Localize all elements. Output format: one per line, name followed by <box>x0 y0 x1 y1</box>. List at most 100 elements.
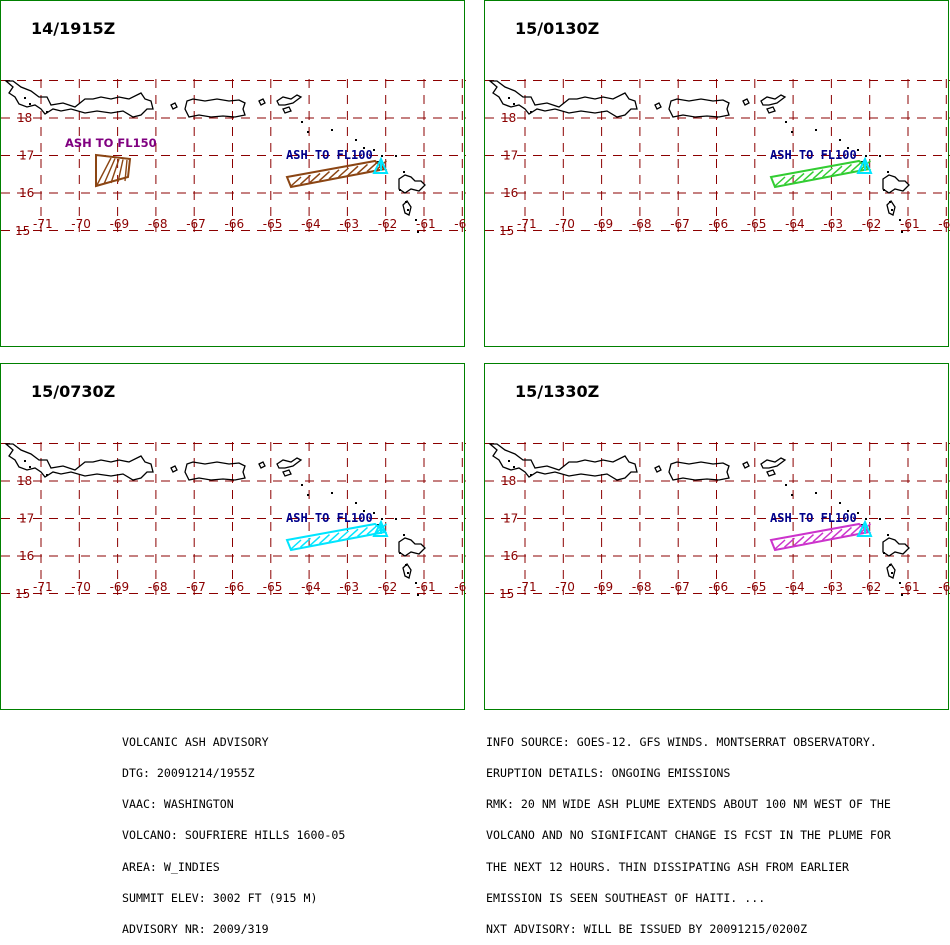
longitude-label: -70 <box>71 217 91 231</box>
ash-plume-hatch <box>783 174 796 185</box>
ash-plume-hatch <box>812 532 824 543</box>
coastline <box>184 98 246 118</box>
advisory-line: AREA: W_INDIES <box>122 859 220 874</box>
ash-plume-hatch <box>793 535 805 546</box>
ash-plume-hatch <box>347 528 359 539</box>
advisory-line: VAAC: WASHINGTON <box>122 797 234 812</box>
map-panel-2: -71 -70 -69 -68 -67 -66 -65 -64 -63 -62 -61 -60 18 17… <box>484 0 950 347</box>
ash-plume-hatch <box>328 532 340 543</box>
ash-level-label: ASH TO FL100 <box>286 148 373 162</box>
island-dot <box>46 111 48 113</box>
longitude-label: -65 <box>747 580 767 594</box>
ash-plume-hatch <box>337 167 350 178</box>
longitude-label: -64 <box>785 217 805 231</box>
coastline <box>4 443 154 481</box>
ash-level-label: ASH TO FL100 <box>770 511 857 525</box>
advisory-line: DTG: 20091214/1955Z <box>122 766 255 781</box>
coastline <box>766 469 776 477</box>
coastline <box>742 461 750 469</box>
ash-plume-hatch <box>290 539 302 550</box>
coastline <box>184 461 246 481</box>
map-canvas: -71 -70 -69 -68 -67 -66 -65 -64 -63 -62 -61 -60 18 17… <box>485 79 950 238</box>
advisory-line: VOLCANIC ASH ADVISORY <box>122 734 269 749</box>
island-dot <box>373 149 375 151</box>
island-dot <box>301 121 303 123</box>
latitude-label: 15 <box>15 587 30 601</box>
island-dot <box>381 518 383 520</box>
island-dot <box>887 534 889 536</box>
island-dot <box>405 564 407 566</box>
longitude-label: -65 <box>263 217 283 231</box>
coastline <box>488 443 638 481</box>
longitude-label: -62 <box>862 217 882 231</box>
longitude-label: -70 <box>555 217 575 231</box>
longitude-label: -66 <box>709 580 729 594</box>
coastline <box>398 174 426 194</box>
panel-time-label: 15/0730Z <box>31 382 116 401</box>
ash-area-hatch <box>117 159 124 183</box>
ash-plume-hatch <box>802 171 815 182</box>
longitude-label: -64 <box>301 217 321 231</box>
island-dot <box>403 171 405 173</box>
coastline <box>760 94 787 106</box>
ash-plume-hatch <box>356 526 369 537</box>
island-dot <box>883 552 885 554</box>
longitude-label: -63 <box>823 580 843 594</box>
longitude-label: -69 <box>594 217 614 231</box>
ash-plume-hatch <box>328 169 340 180</box>
map-panel-4: -71 -70 -69 -68 -67 -66 -65 -64 -63 -62 -61 -60 18 17… <box>484 363 950 710</box>
coastline <box>402 199 412 216</box>
island-dot <box>399 552 401 554</box>
island-dot <box>847 510 849 512</box>
island-dot <box>785 484 787 486</box>
island-dot <box>415 219 417 221</box>
latitude-label: 18 <box>17 111 32 125</box>
coastline <box>170 102 178 110</box>
panel-time-label: 15/0130Z <box>515 19 600 38</box>
coastline <box>668 461 730 481</box>
island-dot <box>865 155 867 157</box>
longitude-label: -63 <box>339 217 359 231</box>
ash-plume-hatch <box>793 172 805 183</box>
ash-area-hatch <box>103 158 116 185</box>
longitude-label: -69 <box>110 217 130 231</box>
island-dot <box>791 131 793 133</box>
ash-plume-hatch <box>850 162 862 173</box>
island-dot <box>891 209 893 211</box>
longitude-label: -65 <box>747 217 767 231</box>
longitude-label: -61 <box>416 580 436 594</box>
island-dot <box>24 460 26 462</box>
ash-plume-hatch <box>840 526 853 537</box>
map-canvas: -71 -70 -69 -68 -67 -66 -65 -64 -63 -62 -61 -60 18 17… <box>1 442 466 601</box>
coastline <box>402 562 412 579</box>
island-dot <box>815 129 817 131</box>
ash-plume-hatch <box>802 534 815 545</box>
island-dot <box>331 129 333 131</box>
island-dot <box>381 155 383 157</box>
coastline <box>282 469 292 477</box>
island-dot <box>363 147 365 149</box>
coastline <box>882 174 910 194</box>
coastline <box>766 106 776 114</box>
island-dot <box>879 518 881 520</box>
ash-plume-hatch <box>831 165 843 176</box>
island-dot <box>24 97 26 99</box>
coastline <box>654 465 662 473</box>
longitude-label: -64 <box>785 580 805 594</box>
ash-plume-hatch <box>290 176 302 187</box>
ash-plume-hatch <box>774 539 786 550</box>
ash-plume-hatch <box>318 534 331 545</box>
ash-plume-hatch <box>366 162 378 173</box>
island-dot <box>377 161 379 163</box>
latitude-label: 15 <box>499 587 514 601</box>
longitude-label: -64 <box>301 580 321 594</box>
advisory-line: ERUPTION DETAILS: ONGOING EMISSIONS <box>486 766 731 781</box>
map-canvas: -71 -70 -69 -68 -67 -66 -65 -64 -63 -62 -61 -60 18 17… <box>1 79 466 238</box>
island-dot <box>331 492 333 494</box>
island-dot <box>899 582 901 584</box>
latitude-label: 16 <box>19 549 34 563</box>
advisory-line: EMISSION IS SEEN SOUTHEAST OF HAITI. ... <box>486 890 766 905</box>
coastline <box>276 94 303 106</box>
island-dot <box>407 572 409 574</box>
island-dot <box>513 103 515 105</box>
